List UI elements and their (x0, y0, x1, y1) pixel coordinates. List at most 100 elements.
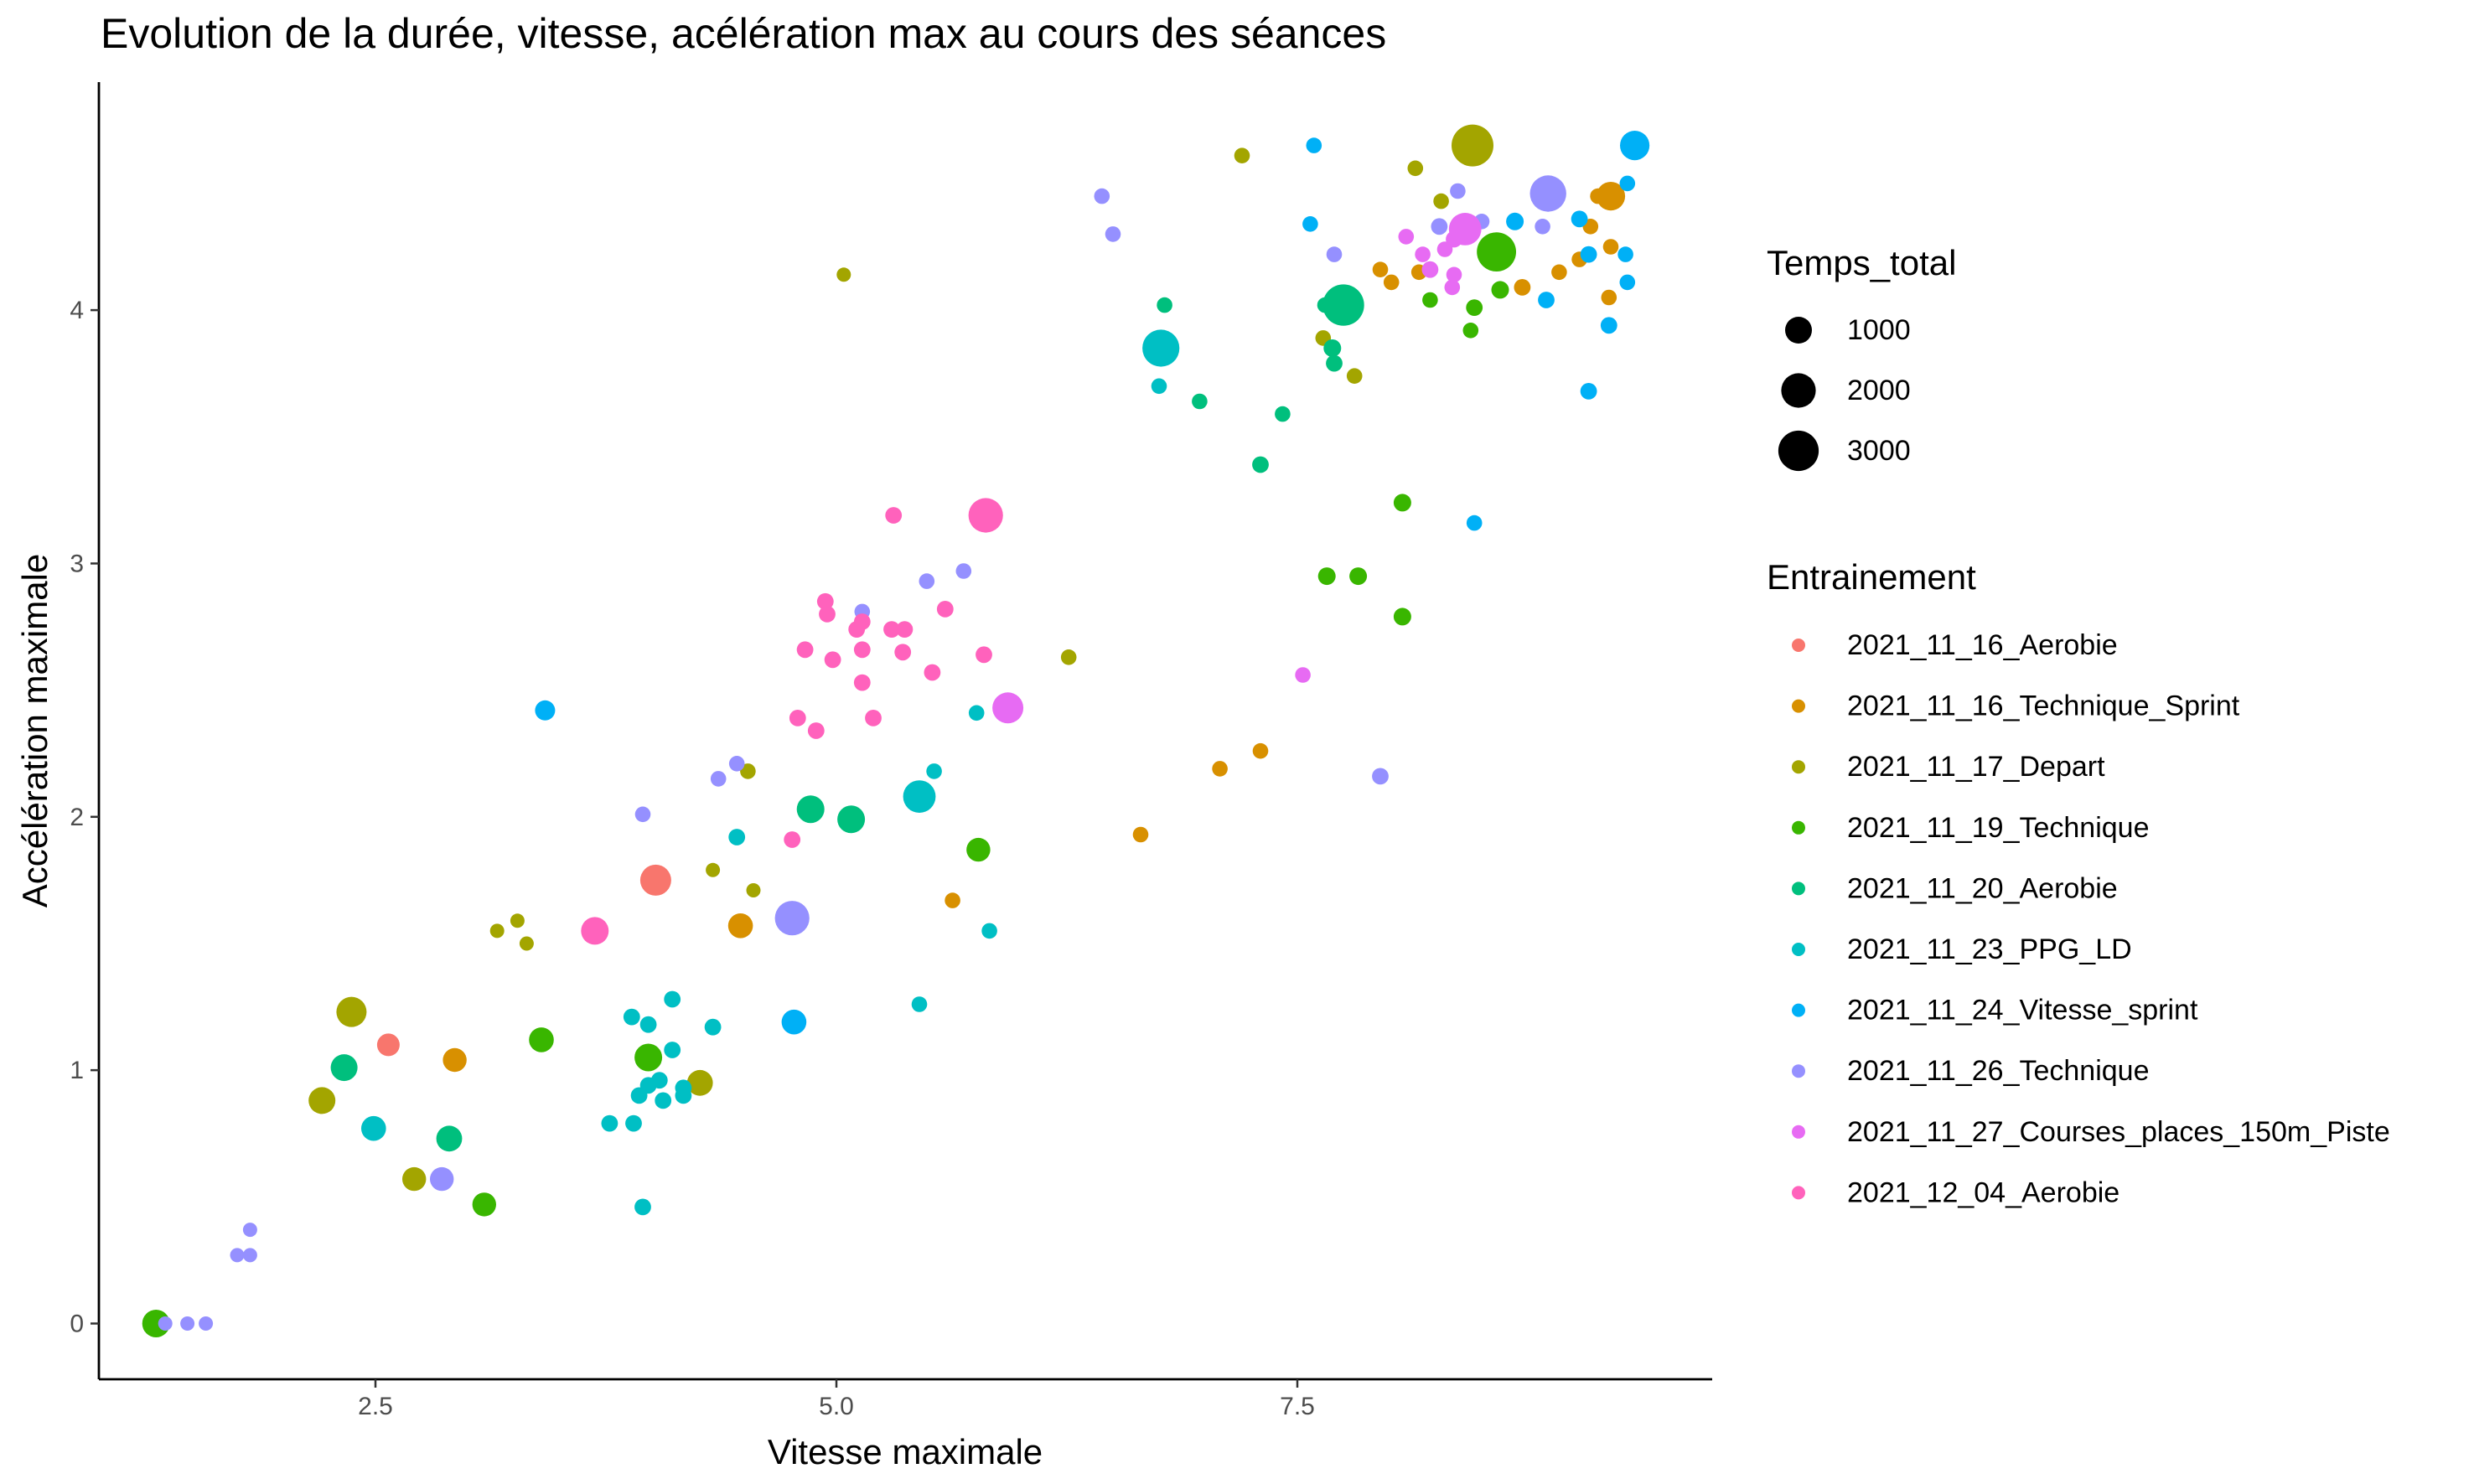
data-point (706, 862, 721, 877)
data-point (968, 498, 1003, 533)
data-point (686, 1069, 713, 1096)
data-point (837, 805, 866, 834)
data-point (781, 1009, 807, 1035)
data-point (430, 1166, 454, 1192)
data-point (1393, 494, 1411, 512)
data-point (1580, 383, 1597, 400)
data-point (1252, 742, 1269, 759)
color-legend-label: 2021_11_16_Aerobie (1847, 629, 2118, 661)
data-point (992, 692, 1024, 724)
data-point (655, 1092, 672, 1109)
data-point (634, 1198, 651, 1216)
color-legend-key (1792, 882, 1805, 896)
color-legend-key (1792, 760, 1805, 774)
data-point (1466, 299, 1483, 316)
color-legend-key (1792, 820, 1805, 835)
data-point (519, 936, 534, 951)
data-point (740, 763, 756, 779)
color-legend-key (1792, 639, 1805, 652)
data-point (1142, 329, 1180, 367)
points-layer (142, 124, 1650, 1337)
data-point (443, 1047, 467, 1073)
data-point (1551, 264, 1567, 281)
data-point (242, 1223, 257, 1238)
data-point (1444, 279, 1461, 296)
data-point (634, 806, 651, 823)
y-tick-label: 0 (70, 1310, 84, 1337)
data-point (1477, 232, 1516, 271)
chart-title: Evolution de la durée, vitesse, acélérat… (101, 10, 1386, 57)
x-tick-label: 7.5 (1280, 1393, 1315, 1420)
data-point (601, 1114, 618, 1132)
data-point (1212, 761, 1228, 777)
y-tick-label: 1 (70, 1057, 84, 1084)
data-point (1602, 239, 1619, 255)
data-point (535, 700, 556, 721)
data-point (1372, 768, 1389, 785)
data-point (1192, 393, 1208, 410)
color-legend-key (1792, 1064, 1805, 1078)
data-point (158, 1316, 173, 1331)
data-point (1398, 229, 1415, 245)
data-point (774, 901, 810, 936)
data-point (1295, 667, 1311, 683)
data-point (796, 795, 825, 824)
y-tick-label: 3 (70, 550, 84, 577)
data-point (936, 601, 954, 618)
data-point (1422, 292, 1438, 308)
data-point (1446, 266, 1462, 283)
color-legend-key (1792, 1186, 1805, 1200)
y-tick-label: 2 (70, 804, 84, 831)
data-point (1326, 246, 1343, 262)
y-axis-ticks: 0 1 2 3 4 (70, 297, 99, 1337)
data-point (1132, 826, 1149, 843)
data-point (1234, 147, 1250, 163)
color-legend-key (1792, 699, 1805, 713)
data-point (675, 1079, 692, 1097)
data-point (436, 1125, 463, 1152)
size-legend-key (1781, 373, 1816, 408)
data-point (1535, 219, 1550, 235)
data-point (639, 864, 671, 896)
data-point (1322, 284, 1364, 326)
data-point (1326, 354, 1343, 372)
y-tick-label: 4 (70, 297, 84, 324)
data-point (1383, 274, 1400, 291)
data-point (1372, 261, 1389, 278)
data-point (1450, 183, 1466, 199)
data-point (926, 763, 942, 779)
data-point (1514, 279, 1531, 296)
data-point (1620, 131, 1650, 161)
color-legend-label: 2021_11_17_Depart (1847, 751, 2105, 783)
color-legend-label: 2021_11_20_Aerobie (1847, 872, 2118, 904)
data-point (1538, 292, 1555, 308)
data-point (789, 710, 806, 726)
size-legend-title: Temps_total (1767, 243, 1956, 282)
data-point (180, 1316, 195, 1331)
color-legend-label: 2021_11_19_Technique (1847, 812, 2150, 844)
color-legend-key (1792, 1125, 1805, 1139)
data-point (1302, 216, 1318, 232)
data-point (230, 1248, 245, 1263)
color-legend-label: 2021_12_04_Aerobie (1847, 1176, 2119, 1208)
data-point (625, 1114, 642, 1132)
data-point (903, 780, 936, 813)
color-legend-title: Entrainement (1767, 557, 1976, 597)
color-legend-key (1792, 1003, 1805, 1017)
data-point (634, 1043, 663, 1072)
data-point (1431, 218, 1448, 235)
color-legend-label: 2021_11_27_Courses_places_150m_Piste (1847, 1116, 2390, 1148)
data-point (1349, 567, 1368, 586)
size-legend-label: 3000 (1847, 435, 1911, 467)
data-point (1529, 175, 1566, 212)
data-point (819, 606, 836, 623)
data-point (1323, 339, 1342, 357)
data-point (945, 892, 960, 908)
y-axis-title: Accélération maximale (15, 554, 54, 908)
x-tick-label: 2.5 (358, 1393, 393, 1420)
color-legend-label: 2021_11_24_Vitesse_sprint (1847, 995, 2198, 1026)
data-point (1275, 406, 1291, 422)
data-point (581, 917, 609, 945)
